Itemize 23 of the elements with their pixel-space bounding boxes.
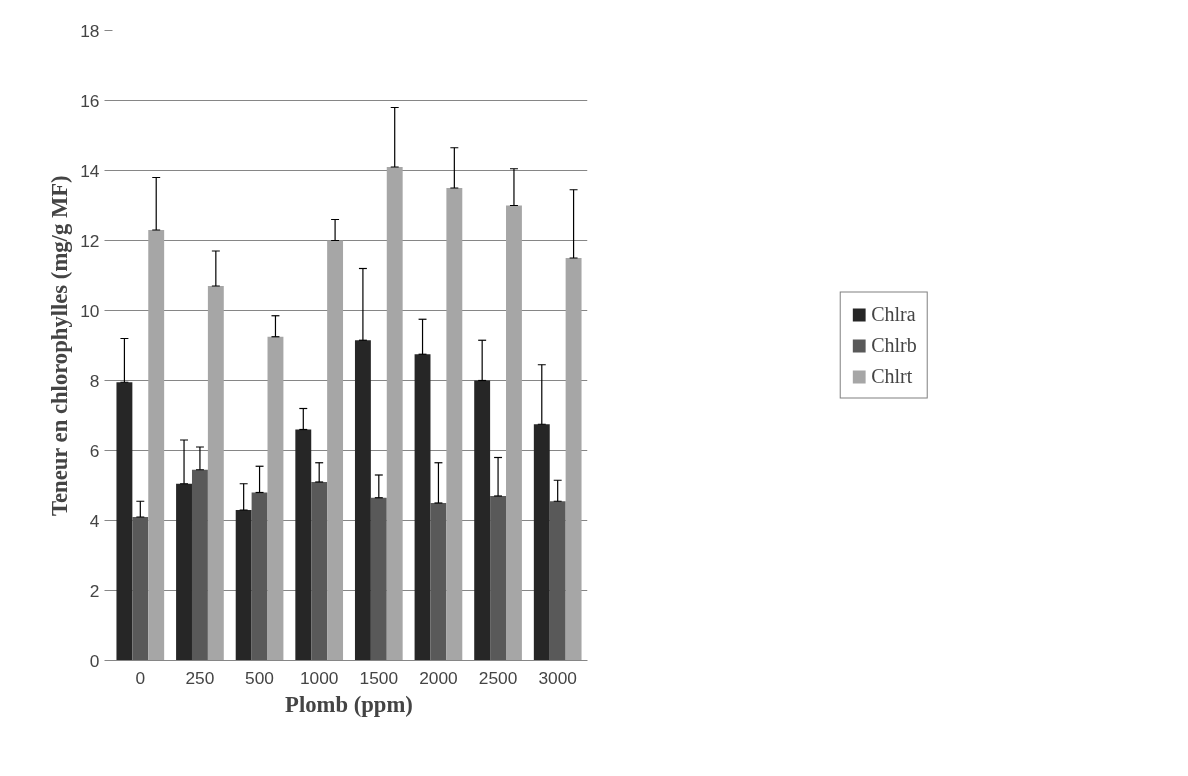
y-tick-label: 4: [89, 510, 100, 531]
legend-label: Chlra: [871, 302, 916, 326]
x-tick-label: 500: [245, 667, 275, 688]
y-tick-label: 6: [89, 440, 100, 461]
legend-label: Chlrb: [871, 333, 917, 357]
y-tick-label: 16: [80, 90, 100, 111]
y-tick-label: 0: [89, 650, 100, 671]
x-tick-label: 0: [135, 667, 146, 688]
y-tick-label: 14: [80, 160, 100, 181]
y-tick-label: 10: [80, 300, 100, 321]
y-tick-label: 12: [80, 230, 100, 251]
x-tick-label: 1500: [359, 667, 399, 688]
x-tick-label: 1000: [299, 667, 339, 688]
y-tick-label: 8: [89, 370, 100, 391]
x-axis-title: Plomb (ppm): [285, 691, 413, 717]
legend-label: Chlrt: [871, 364, 913, 388]
x-tick-label: 3000: [538, 667, 577, 688]
y-tick-label: 2: [89, 580, 100, 601]
y-tick-label: 18: [80, 20, 100, 41]
x-tick-label: 2000: [419, 667, 458, 688]
x-tick-label: 2500: [478, 667, 518, 688]
y-axis-title: Teneur en chlorophylles (mg/g MF): [47, 175, 73, 517]
x-tick-label: 250: [185, 667, 215, 688]
